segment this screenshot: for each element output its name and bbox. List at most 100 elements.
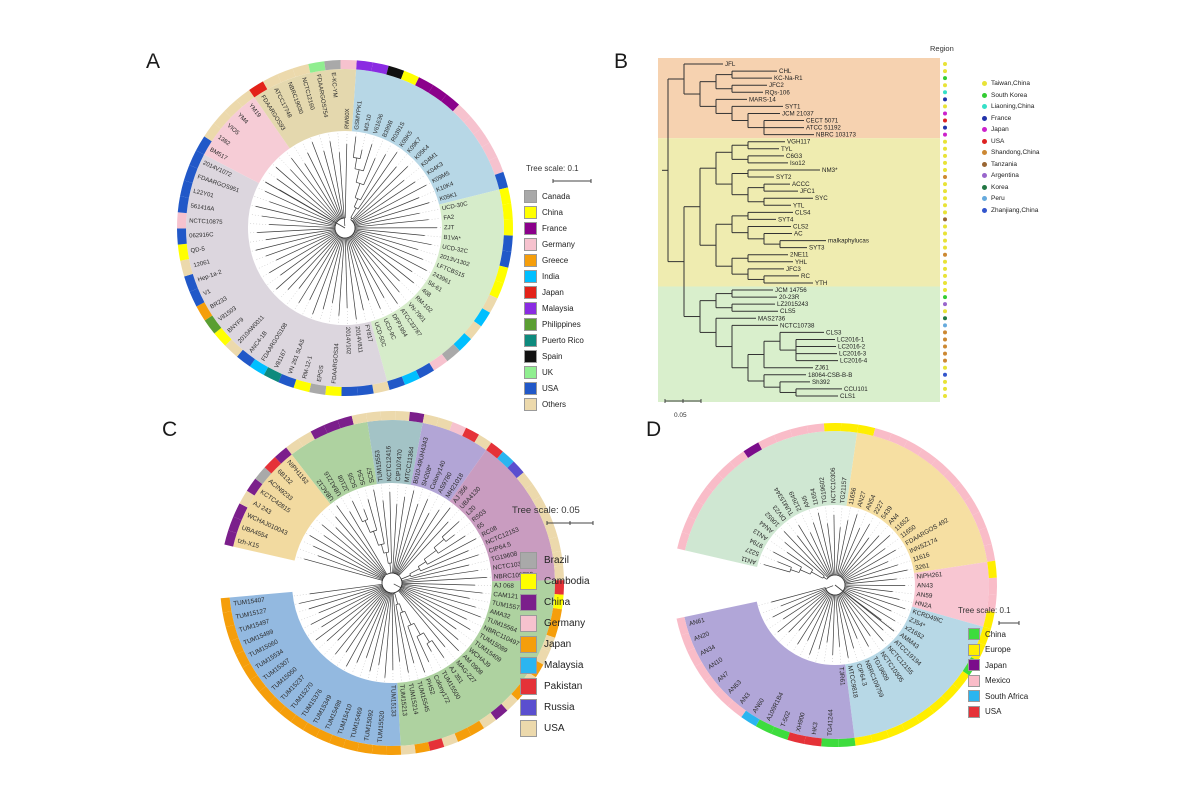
leader-line xyxy=(286,151,292,159)
leader-line xyxy=(807,654,810,660)
legend-label: Mexico xyxy=(985,676,1011,685)
region-ring xyxy=(176,60,514,396)
leader-line xyxy=(336,651,347,666)
leader-line xyxy=(424,235,441,238)
branch-line xyxy=(832,594,836,655)
branch-line xyxy=(350,236,398,304)
region-ring-segment xyxy=(888,433,908,448)
panel-b-rect-tree: JFLCHLKC-Na-R1JFC2RQs-106MARS-14SYT1JCM … xyxy=(658,58,947,402)
branch-line xyxy=(441,521,460,538)
leader-line xyxy=(769,540,788,553)
sector-fill xyxy=(684,431,858,569)
tip-label: YHL xyxy=(795,259,808,266)
branch-line xyxy=(257,228,336,233)
branch-line xyxy=(309,535,384,579)
tip-label: 3261 xyxy=(915,562,931,572)
branch-line xyxy=(399,603,403,613)
branch-line xyxy=(394,593,399,605)
region-ring-segment xyxy=(489,280,504,299)
tip-label: QD-5 xyxy=(190,246,206,254)
branch-line xyxy=(291,158,340,221)
leader-line xyxy=(371,136,375,145)
tip-label: NIPH261 xyxy=(916,571,943,581)
legend-item: Japan xyxy=(520,636,590,653)
legend-label: Malaysia xyxy=(542,304,574,313)
leader-line xyxy=(413,663,419,679)
leader-line xyxy=(907,568,913,571)
region-ring-segment xyxy=(225,339,243,357)
legend-swatch xyxy=(524,318,537,331)
branch-line xyxy=(416,636,430,662)
region-dot xyxy=(943,104,947,109)
panel-c-legend: Brazil Cambodia China Germany Japan Malaysia P… xyxy=(520,552,590,737)
region-ring-segment xyxy=(233,503,248,521)
clade-band xyxy=(658,286,940,402)
leader-line xyxy=(786,522,798,536)
branch-line xyxy=(309,236,341,300)
legend-item: USA xyxy=(968,705,1028,718)
region-ring-segment xyxy=(184,273,198,292)
branch-line xyxy=(772,589,827,618)
clade-band xyxy=(658,58,940,139)
branch-line xyxy=(354,157,358,169)
tip-label: SC54 xyxy=(356,468,367,486)
leader-line xyxy=(431,651,442,669)
tip-labels: JFLCHLKC-Na-R1JFC2RQs-106MARS-14SYT1JCM … xyxy=(725,61,869,400)
branch-line xyxy=(317,555,383,580)
region-dot xyxy=(943,379,947,384)
branch-line xyxy=(290,169,339,221)
legend-item: Argentina xyxy=(982,172,1039,179)
legend-label: France xyxy=(542,224,567,233)
tip-label: TUM15520 xyxy=(377,710,386,742)
legend-label: Shandong,China xyxy=(991,149,1040,156)
region-ring-segment xyxy=(264,456,282,474)
tip-label: TG21157 xyxy=(839,477,848,504)
leader-line xyxy=(793,517,799,526)
root-stub xyxy=(393,583,401,589)
region-dot xyxy=(943,111,947,116)
legend-item: China xyxy=(968,628,1028,640)
branch-line xyxy=(321,587,384,628)
legend-swatch xyxy=(520,594,537,611)
sector-fill xyxy=(186,154,388,387)
region-dot xyxy=(943,139,947,144)
tip-label: AN43 xyxy=(917,582,933,589)
branch-line xyxy=(366,592,390,658)
leader-line xyxy=(761,555,778,562)
branch-line xyxy=(843,588,892,612)
branch-line xyxy=(351,234,400,282)
region-dot xyxy=(943,90,947,95)
branch-line xyxy=(833,515,836,576)
legend-label: USA xyxy=(985,707,1002,716)
region-ring-segment xyxy=(220,597,232,613)
tip-label: MARS-14 xyxy=(749,96,776,103)
region-ring-segment xyxy=(401,370,420,385)
legend-item: Mexico xyxy=(968,674,1028,687)
region-ring-segment xyxy=(323,419,341,434)
leader-line xyxy=(475,606,488,611)
tip-label: NCTC10306 xyxy=(830,467,838,503)
tip-label: UCD-32C xyxy=(442,244,469,255)
region-ring-segment xyxy=(972,511,987,531)
region-ring-segment xyxy=(983,543,996,562)
tip-label: UCD-30C xyxy=(442,201,469,212)
leader-line xyxy=(399,280,415,296)
legend-label: Germany xyxy=(544,618,586,629)
leader-line xyxy=(896,577,914,580)
leader-line xyxy=(889,531,894,536)
region-ring-segment xyxy=(225,624,239,642)
tip-label: AN59 xyxy=(916,591,933,600)
branch-line xyxy=(843,589,896,622)
tip-label: EPGS xyxy=(317,365,326,382)
region-ring-segment xyxy=(479,712,497,729)
branch-line xyxy=(357,151,398,210)
panel-a-circular-tree: GSMYPK1 M3-10 V61636B399BR0391SK09K5K09K7K… xyxy=(176,60,514,396)
region-ring-segment xyxy=(189,288,205,307)
region-ring-segment xyxy=(541,634,556,652)
branch-line xyxy=(265,231,336,257)
region-ring-segment xyxy=(525,483,541,501)
branch-line xyxy=(322,237,343,310)
region-ring-segment xyxy=(204,315,222,334)
tip-label: 65 xyxy=(476,521,486,531)
leader-line xyxy=(457,639,468,648)
